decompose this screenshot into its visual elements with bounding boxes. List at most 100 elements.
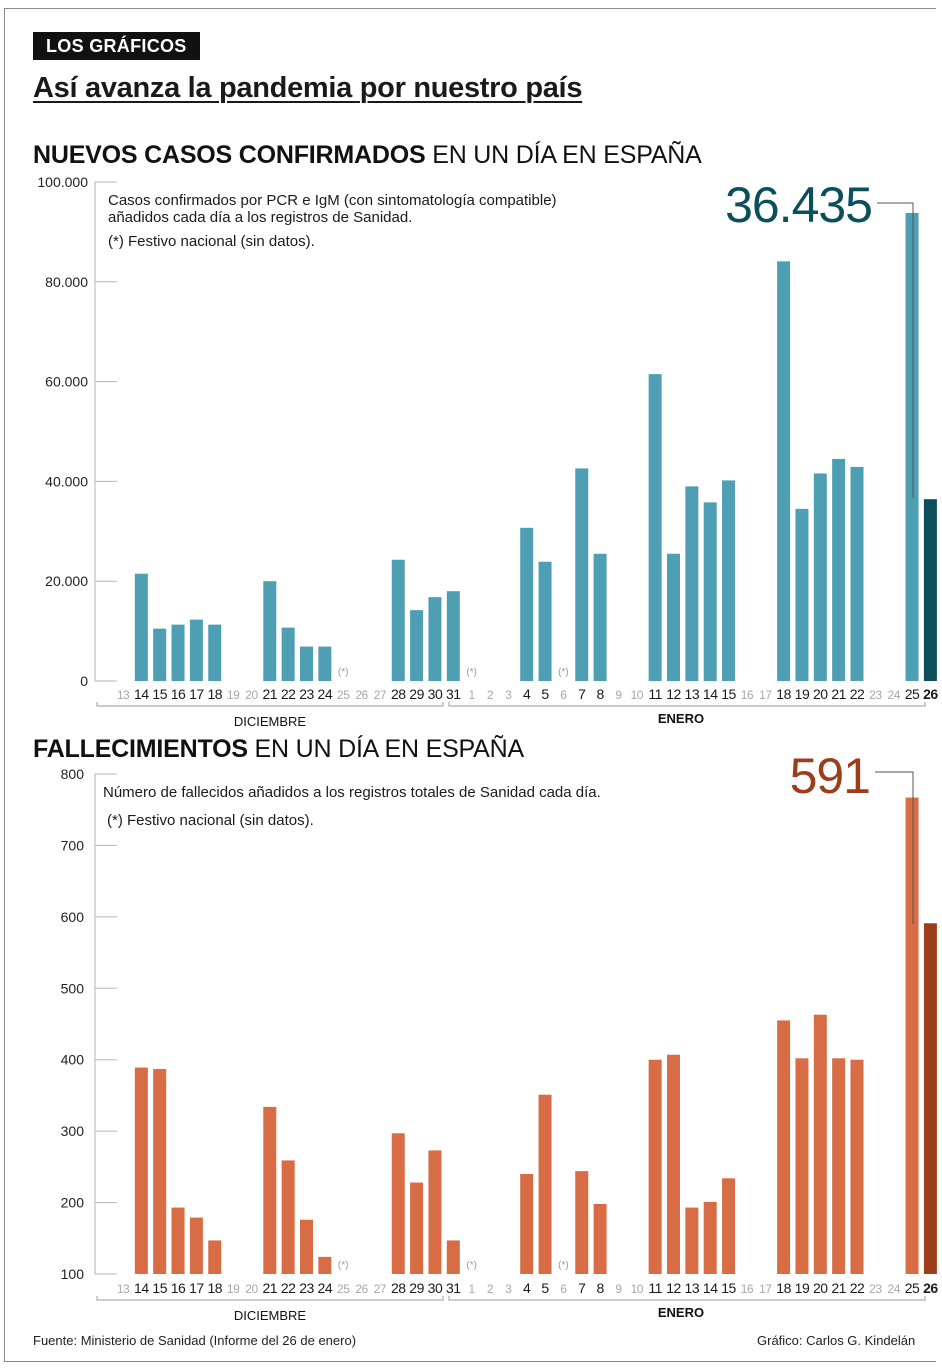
cases-xtick-label: 30 — [428, 686, 443, 702]
deaths-xtick-label: 21 — [831, 1280, 846, 1296]
cases-note-line: (*) Festivo nacional (sin datos). — [108, 233, 315, 250]
deaths-ytick-label: 600 — [61, 909, 85, 925]
deaths-xtick-label: 5 — [541, 1280, 549, 1296]
deaths-xtick-label: 29 — [409, 1280, 424, 1296]
cases-bar — [318, 646, 332, 681]
deaths-month-bracket — [448, 1296, 926, 1301]
cases-xtick-label: 31 — [446, 686, 461, 702]
cases-xtick-label: 26 — [923, 686, 938, 702]
cases-ytick-label: 0 — [80, 673, 88, 689]
cases-xtick-label: 14 — [134, 686, 149, 702]
deaths-bar — [813, 1014, 827, 1274]
cases-xtick-label: 2 — [487, 688, 494, 702]
cases-xtick-label: 22 — [850, 686, 865, 702]
deaths-ytick-label: 800 — [61, 766, 85, 782]
cases-bar — [667, 553, 680, 681]
deaths-bar — [428, 1150, 442, 1274]
source-note: Fuente: Ministerio de Sanidad (Informe d… — [33, 1333, 357, 1348]
cases-bar — [923, 499, 937, 681]
cases-bar — [281, 627, 295, 681]
deaths-bar — [703, 1201, 717, 1274]
cases-bar — [905, 212, 919, 682]
deaths-xtick-label: 26 — [923, 1280, 938, 1296]
deaths-xtick-label: 16 — [741, 1282, 754, 1296]
deaths-ytick-label: 400 — [61, 1052, 85, 1068]
cases-bar — [263, 581, 277, 681]
deaths-xtick-label: 6 — [560, 1282, 567, 1296]
deaths-xtick-label: 28 — [391, 1280, 406, 1296]
cases-xtick-label: 19 — [227, 688, 240, 702]
deaths-bar — [832, 1058, 846, 1274]
deaths-xtick-label: 18 — [207, 1280, 222, 1296]
deaths-month-label: DICIEMBRE — [234, 1308, 307, 1323]
cases-xtick-label: 17 — [759, 688, 772, 702]
deaths-xtick-label: 20 — [813, 1280, 828, 1296]
cases-bar — [685, 486, 699, 681]
cases-bar — [593, 553, 607, 681]
cases-xtick-label: 29 — [409, 686, 424, 702]
deaths-xtick-label: 4 — [523, 1280, 531, 1296]
cases-bar — [648, 374, 662, 681]
deaths-xtick-label: 22 — [281, 1280, 296, 1296]
cases-xtick-label: 8 — [596, 686, 604, 702]
deaths-note-line: (*) Festivo nacional (sin datos). — [107, 812, 314, 829]
cases-xtick-label: 24 — [888, 688, 901, 702]
deaths-xtick-label: 13 — [685, 1280, 700, 1296]
deaths-xtick-label: 1 — [469, 1282, 476, 1296]
deaths-bar — [208, 1240, 222, 1274]
deaths-bar — [923, 923, 937, 1274]
cases-xtick-label: 28 — [391, 686, 406, 702]
deaths-ytick-label: 500 — [61, 980, 85, 996]
deaths-xtick-label: 15 — [721, 1280, 736, 1296]
deaths-bar — [153, 1069, 167, 1274]
deaths-month-bracket — [96, 1296, 444, 1301]
cases-highlight-value: 36.435 — [725, 177, 872, 233]
cases-note-line: Casos confirmados por PCR e IgM (con sin… — [108, 192, 557, 209]
cases-xtick-label: 9 — [615, 688, 622, 702]
deaths-bar — [593, 1204, 607, 1274]
deaths-xtick-label: 14 — [703, 1280, 718, 1296]
deaths-bar — [134, 1067, 148, 1274]
deaths-ytick-label: 100 — [61, 1266, 85, 1282]
deaths-bar — [300, 1219, 313, 1274]
cases-bar — [153, 628, 167, 681]
deaths-xtick-label: 10 — [631, 1282, 644, 1296]
deaths-bar — [850, 1059, 864, 1274]
cases-month-label: DICIEMBRE — [234, 714, 307, 729]
deaths-note-line: Número de fallecidos añadidos a los regi… — [103, 784, 601, 801]
cases-xtick-label: 11 — [648, 686, 662, 702]
cases-xtick-label: 19 — [795, 686, 810, 702]
cases-ytick-label: 40.000 — [45, 473, 88, 489]
cases-ytick-label: 20.000 — [45, 573, 88, 589]
cases-xtick-label: 7 — [578, 686, 586, 702]
cases-bar — [850, 466, 864, 681]
cases-chart-title: NUEVOS CASOS CONFIRMADOS EN UN DÍA EN ES… — [33, 141, 702, 170]
cases-xtick-label: 14 — [703, 686, 718, 702]
deaths-bar — [685, 1207, 699, 1274]
deaths-xtick-label: 7 — [578, 1280, 586, 1296]
deaths-xtick-label: 20 — [245, 1282, 258, 1296]
deaths-xtick-label: 8 — [596, 1280, 604, 1296]
deaths-xtick-label: 24 — [888, 1282, 901, 1296]
cases-bar — [189, 619, 203, 681]
cases-title-bold: NUEVOS CASOS CONFIRMADOS — [33, 141, 426, 169]
deaths-bar — [263, 1106, 277, 1274]
deaths-ytick-label: 700 — [61, 837, 85, 853]
cases-note-line: añadidos cada día a los registros de San… — [108, 209, 412, 226]
deaths-bar — [391, 1133, 405, 1274]
cases-bar — [832, 458, 846, 681]
cases-bar — [428, 597, 442, 681]
deaths-title-rest: EN UN DÍA EN ESPAÑA — [247, 735, 525, 763]
cases-bar — [171, 624, 185, 681]
cases-holiday-marker: (*) — [466, 667, 477, 678]
deaths-bar — [410, 1182, 424, 1274]
deaths-bar — [777, 1020, 791, 1274]
cases-ytick-label: 60.000 — [45, 374, 88, 390]
cases-xtick-label: 17 — [189, 686, 204, 702]
deaths-bar — [538, 1094, 552, 1274]
graphic-frame — [4, 8, 936, 1362]
deaths-bar — [318, 1256, 332, 1274]
cases-xtick-label: 22 — [281, 686, 296, 702]
cases-xtick-label: 6 — [560, 688, 567, 702]
deaths-xtick-label: 18 — [776, 1280, 791, 1296]
